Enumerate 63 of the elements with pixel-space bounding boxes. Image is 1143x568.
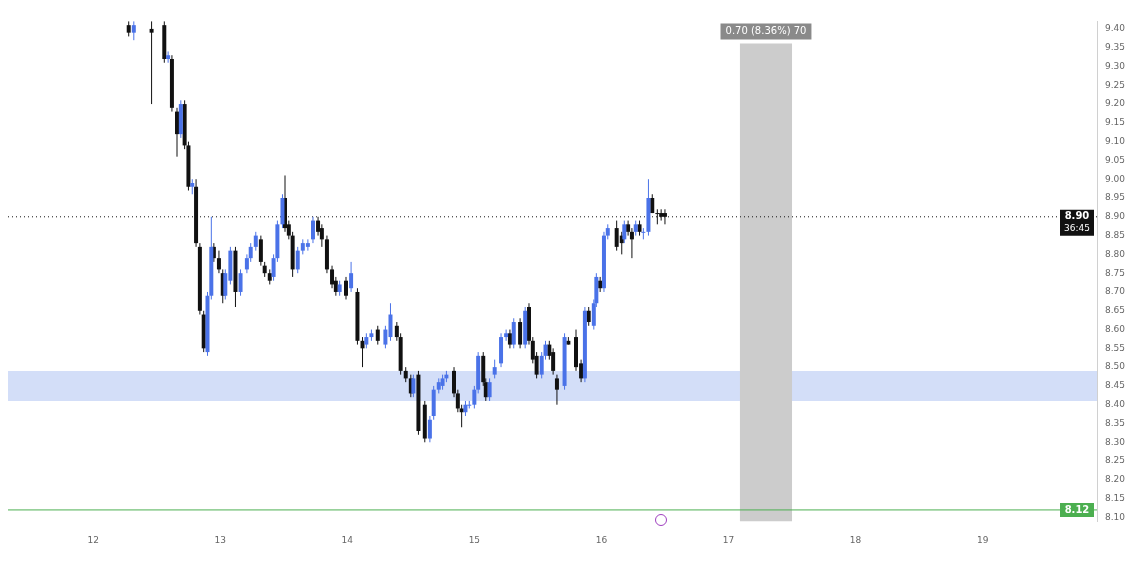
candlestick: [175, 107, 180, 158]
candlestick: [238, 268, 243, 297]
band-label: 0.70 (8.36%) 70: [725, 24, 807, 36]
candlestick: [295, 246, 300, 274]
y-tick-label: 8.60: [1105, 323, 1126, 334]
y-tick-label: 8.40: [1105, 399, 1126, 410]
candlestick: [375, 325, 380, 346]
y-tick-label: 9.10: [1105, 136, 1126, 146]
y-tick-label: 8.80: [1105, 248, 1126, 259]
y-tick-label: 8.20: [1105, 474, 1126, 485]
y-tick-label: 8.85: [1105, 229, 1126, 240]
y-tick-label: 9.35: [1105, 42, 1126, 53]
annotation: 36:45: [1064, 223, 1090, 234]
y-tick-label: 8.30: [1105, 436, 1126, 447]
candlestick: [554, 374, 559, 406]
y-tick-label: 8.55: [1105, 342, 1126, 353]
candlestick: [216, 250, 221, 274]
x-tick-label: 15: [468, 534, 481, 545]
candlestick: [149, 20, 154, 105]
candlestick: [586, 306, 591, 327]
candlestick: [492, 359, 497, 379]
candlestick: [166, 50, 171, 64]
y-tick-label: 8.95: [1105, 192, 1126, 203]
candlestick: [504, 329, 509, 342]
x-tick-label: 18: [849, 534, 862, 545]
y-tick-label: 8.70: [1105, 286, 1126, 297]
x-tick-label: 13: [214, 534, 226, 545]
candlestick: [305, 238, 310, 252]
y-tick-label: 9.20: [1105, 98, 1126, 109]
y-tick-label: 8.50: [1105, 361, 1126, 372]
x-tick-label: 12: [87, 534, 99, 545]
y-tick-label: 9.30: [1105, 60, 1126, 71]
y-tick-label: 9.00: [1105, 173, 1126, 184]
candlestick: [131, 20, 136, 41]
candlestick: [258, 235, 263, 267]
candlestick: [344, 276, 349, 300]
y-tick-label: 8.45: [1105, 380, 1126, 391]
y-tick-label: 8.90: [1105, 211, 1126, 222]
y-tick-label: 8.35: [1105, 417, 1126, 428]
candlestick: [487, 377, 492, 402]
candlestick: [659, 208, 664, 222]
candlestick: [310, 216, 315, 244]
candlestick: [641, 227, 646, 240]
y-tick-label: 8.15: [1105, 493, 1126, 503]
y-tick-label: 9.25: [1105, 79, 1126, 90]
x-tick-label: 14: [341, 534, 354, 545]
y-tick-label: 9.40: [1105, 23, 1126, 34]
y-tick-label: 8.25: [1105, 455, 1126, 466]
y-tick-label: 9.15: [1105, 117, 1126, 128]
candlestick: [518, 317, 523, 349]
x-tick-label: 17: [722, 534, 735, 545]
y-tick-label: 9.05: [1105, 154, 1126, 165]
y-tick-label: 8.10: [1105, 511, 1126, 522]
candlestick: [511, 317, 516, 349]
x-tick-label: 19: [976, 534, 989, 545]
candlestick: [427, 415, 432, 443]
y-tick-label: 8.75: [1105, 267, 1126, 278]
ref-line-label: 8.90: [1064, 210, 1090, 222]
candlestick: [253, 231, 258, 252]
ref-line-label: 8.12: [1064, 503, 1090, 515]
candlestick: [349, 261, 354, 293]
x-tick-label: 16: [595, 534, 608, 545]
y-tick-label: 8.65: [1105, 305, 1126, 316]
